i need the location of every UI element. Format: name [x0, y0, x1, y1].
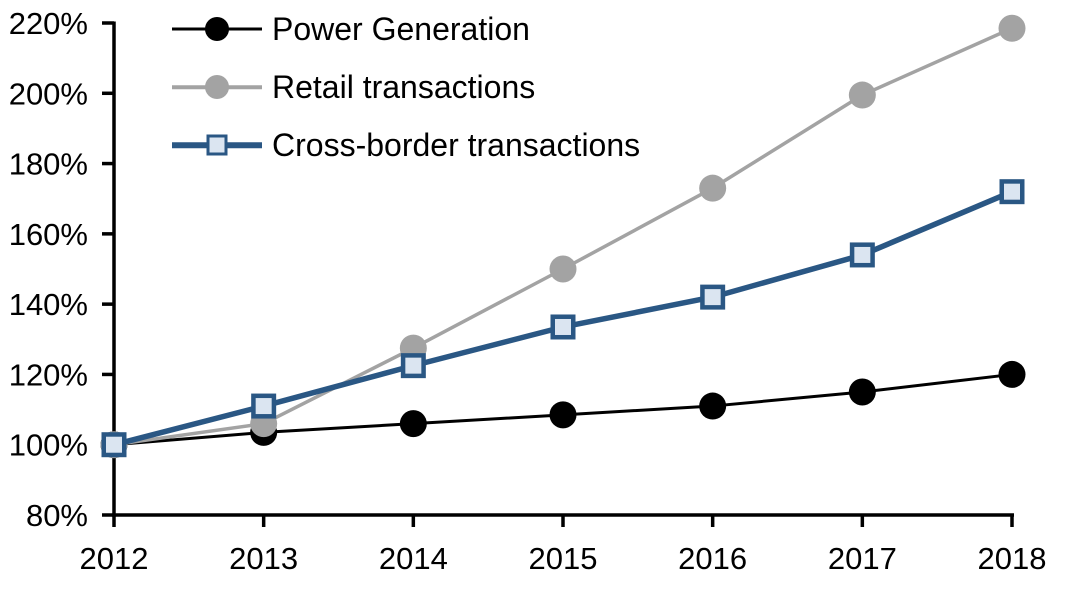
legend-swatch-power-generation [172, 14, 262, 44]
cross-border-transactions-marker-2017 [849, 242, 875, 268]
legend: Power Generation Retail transactions Cro… [172, 6, 640, 168]
cross-border-transactions-marker-2016 [700, 284, 726, 310]
cross-border-transactions-marker-2012 [101, 432, 127, 458]
legend-label-retail-transactions: Retail transactions [272, 69, 536, 105]
power-generation-marker-2018 [998, 360, 1026, 388]
legend-swatch-retail-transactions [172, 72, 262, 102]
legend-item-power-generation: Power Generation [172, 6, 640, 52]
legend-label-power-generation: Power Generation [272, 11, 530, 47]
power-generation-marker-2014 [399, 410, 427, 438]
cross-border-transactions-marker-2018 [999, 179, 1025, 205]
x-tick-label-2015: 2015 [529, 541, 598, 576]
power-generation-marker-2017 [848, 378, 876, 406]
y-tick-label-140: 140% [9, 287, 88, 322]
legend-item-retail-transactions: Retail transactions [172, 64, 640, 110]
y-tick-label-120: 120% [9, 357, 88, 392]
y-tick-label-200: 200% [9, 76, 88, 111]
y-tick-label-100: 100% [9, 428, 88, 463]
retail-transactions-marker-2018 [998, 14, 1026, 42]
cross-border-transactions-marker-2013 [251, 393, 277, 419]
retail-transactions-marker-2017 [848, 81, 876, 109]
power-generation-marker-2016 [699, 392, 727, 420]
y-tick-label-220: 220% [9, 6, 88, 41]
x-tick-label-2014: 2014 [379, 541, 448, 576]
x-tick-label-2016: 2016 [678, 541, 747, 576]
circle-marker-icon [205, 17, 229, 41]
retail-transactions-marker-2015 [549, 255, 577, 283]
retail-transactions-marker-2016 [699, 174, 727, 202]
square-marker-icon [206, 134, 228, 156]
legend-swatch-cross-border-transactions [172, 130, 262, 160]
circle-marker-icon [205, 75, 229, 99]
x-tick-label-2018: 2018 [978, 541, 1047, 576]
y-tick-label-80: 80% [26, 498, 88, 533]
y-tick-label-160: 160% [9, 217, 88, 252]
cross-border-transactions-marker-2014 [400, 353, 426, 379]
legend-item-cross-border-transactions: Cross-border transactions [172, 122, 640, 168]
cross-border-transactions-marker-2015 [550, 314, 576, 340]
x-tick-label-2017: 2017 [828, 541, 897, 576]
x-tick-label-2013: 2013 [229, 541, 298, 576]
y-tick-label-180: 180% [9, 147, 88, 182]
power-generation-marker-2015 [549, 401, 577, 429]
legend-label-cross-border-transactions: Cross-border transactions [272, 127, 641, 163]
x-tick-label-2012: 2012 [80, 541, 149, 576]
